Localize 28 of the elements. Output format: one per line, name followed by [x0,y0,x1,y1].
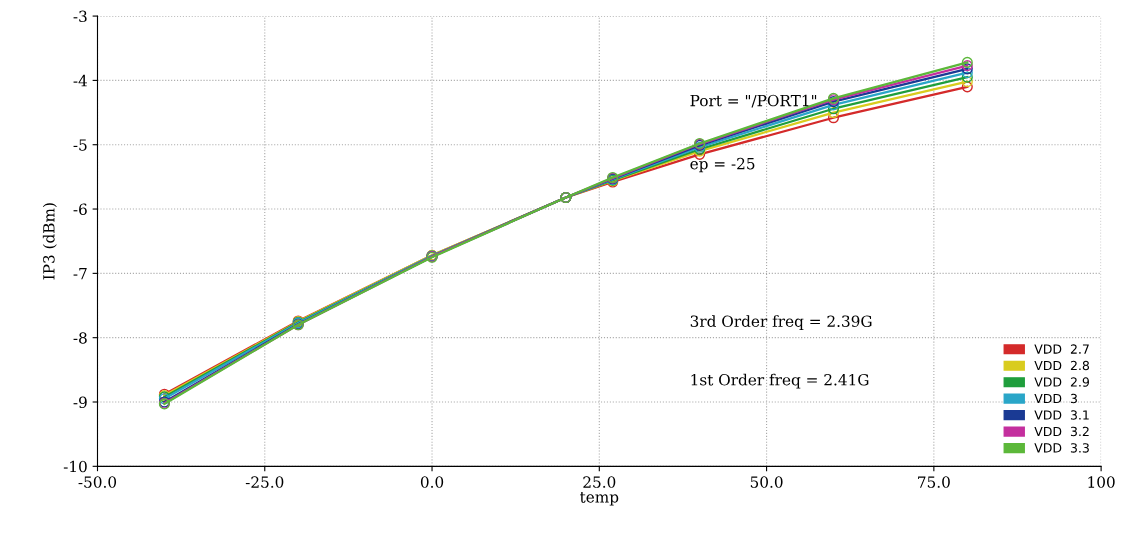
annotation: ep = -25 [690,157,755,173]
legend-label: VDD 2.8 [1034,360,1090,371]
y-tick-label: -3 [73,10,87,23]
annotation: 1st Order freq = 2.41G [691,373,869,389]
y-tick-label: -4 [73,74,87,87]
x-axis-title: temp [580,492,619,506]
legend-label: VDD 3 [1034,393,1077,404]
y-tick-label: -6 [73,203,87,216]
x-tick-label: 25.0 [583,476,616,488]
legend-label: VDD 2.9 [1034,377,1089,387]
x-tick-label: -50.0 [78,476,117,488]
annotation: 3rd Order freq = 2.39G [690,315,872,330]
y-tick-label: -7 [73,268,87,280]
legend-label: VDD 3.1 [1034,410,1089,420]
annotation: Port = "/PORT1" [690,94,817,108]
x-tick-label: -25.0 [245,476,284,488]
x-tick-label: 50.0 [750,476,783,488]
legend-label: VDD 3.3 [1034,443,1089,453]
x-tick-label: 100 [1088,476,1115,488]
y-tick-label: -9 [73,396,87,409]
x-tick-label: 75.0 [918,476,950,488]
y-axis-title: IP3 (dBm) [42,203,57,280]
y-tick-label: -8 [73,332,87,344]
x-tick-label: 0.0 [420,476,444,488]
legend-label: VDD 3.2 [1034,426,1089,437]
legend-label: VDD 2.7 [1034,344,1089,354]
y-tick-label: -10 [63,460,87,473]
y-tick-label: -5 [73,139,87,151]
